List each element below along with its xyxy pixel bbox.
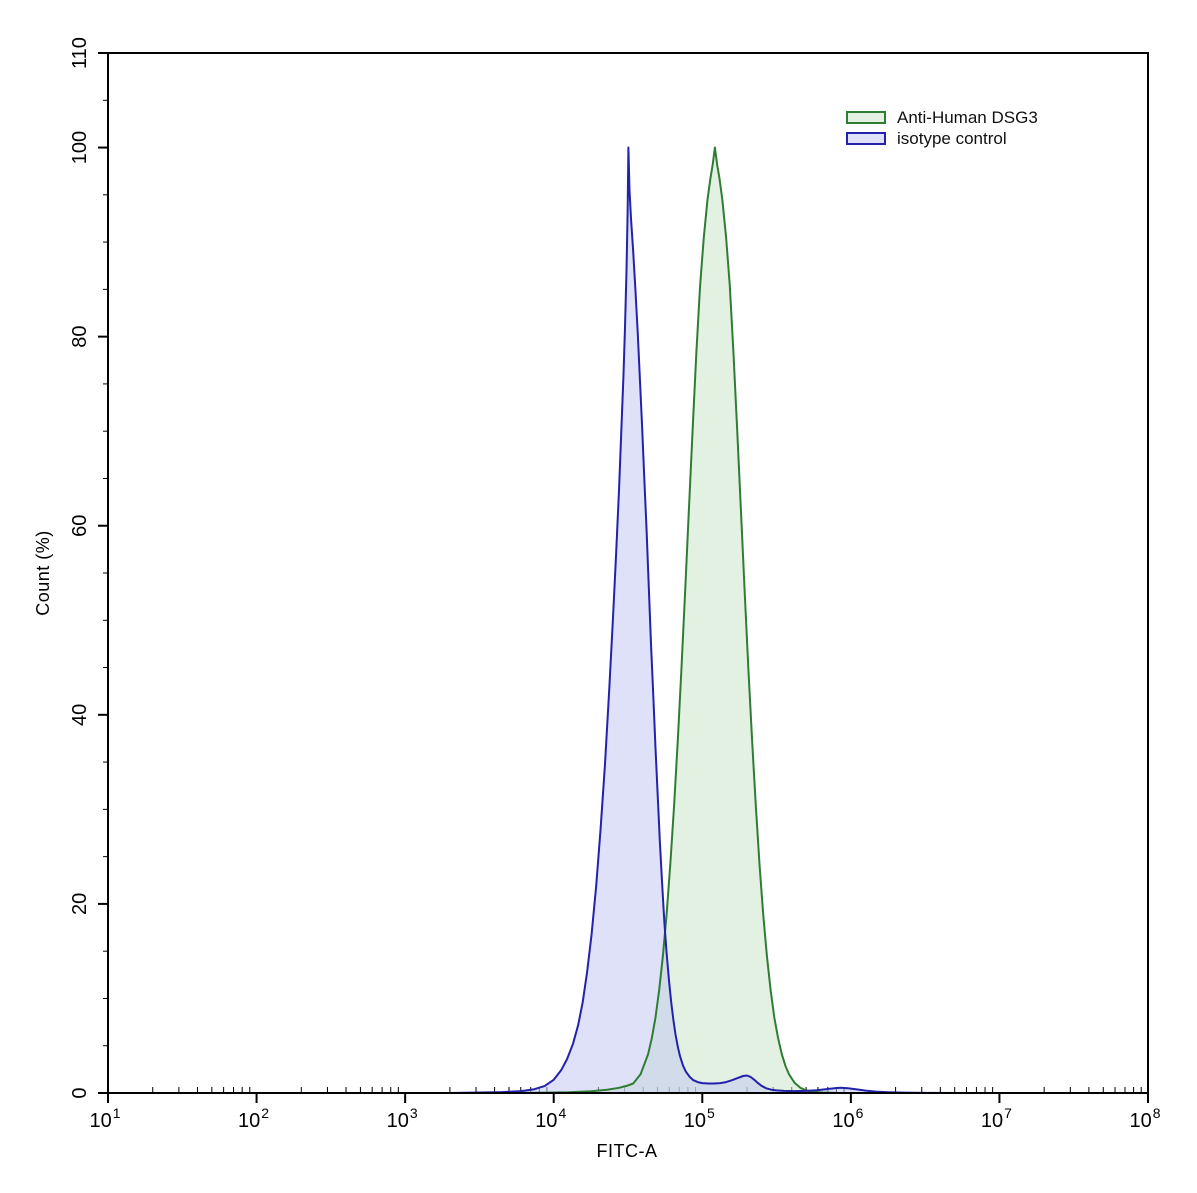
x-axis-tick-label: 101 bbox=[89, 1105, 120, 1132]
y-axis-tick-label: 40 bbox=[69, 704, 91, 726]
series-line-isotype-control bbox=[108, 146, 1148, 1094]
x-axis-tick-label: 105 bbox=[684, 1105, 715, 1132]
series-line-anti-human-dsg3 bbox=[108, 146, 1148, 1094]
y-axis-tick-label: 80 bbox=[69, 326, 91, 348]
plot-frame bbox=[107, 52, 1149, 1094]
y-axis-tick-label: 20 bbox=[69, 893, 91, 915]
legend-item-isotype-control: isotype control bbox=[846, 128, 1038, 149]
x-axis-tick-label: 103 bbox=[387, 1105, 418, 1132]
legend-swatch-green bbox=[846, 111, 886, 124]
y-axis-tick-label: 100 bbox=[69, 131, 91, 164]
x-axis-tick-label: 106 bbox=[832, 1105, 863, 1132]
x-axis-tick-label: 102 bbox=[238, 1105, 269, 1132]
legend-label-anti-human-dsg3: Anti-Human DSG3 bbox=[897, 107, 1038, 127]
y-axis-tick-labels: 0 20 40 60 80 100 110 bbox=[69, 37, 91, 1099]
x-axis-tick-label: 104 bbox=[535, 1105, 566, 1132]
legend-item-anti-human-dsg3: Anti-Human DSG3 bbox=[846, 107, 1038, 128]
legend-swatch-blue bbox=[846, 132, 886, 145]
series-area-isotype-control bbox=[108, 147, 1148, 1093]
legend-label-isotype-control: isotype control bbox=[897, 128, 1007, 148]
x-axis-tick-label: 108 bbox=[1129, 1105, 1160, 1132]
y-axis-tick-label: 110 bbox=[69, 37, 91, 69]
y-axis-major-ticks bbox=[98, 52, 108, 1094]
y-axis-tick-label: 60 bbox=[69, 515, 91, 537]
y-axis-tick-label: 0 bbox=[69, 1087, 91, 1098]
x-axis-tick-label: 107 bbox=[981, 1105, 1012, 1132]
x-axis-title: FITC-A bbox=[596, 1141, 658, 1161]
x-axis-major-ticks bbox=[107, 1093, 1149, 1103]
y-axis-title: Count (%) bbox=[33, 530, 53, 616]
legend: Anti-Human DSG3 isotype control bbox=[846, 107, 1038, 149]
x-axis-tick-labels: 101 102 103 104 105 106 107 108 bbox=[89, 1105, 1160, 1132]
